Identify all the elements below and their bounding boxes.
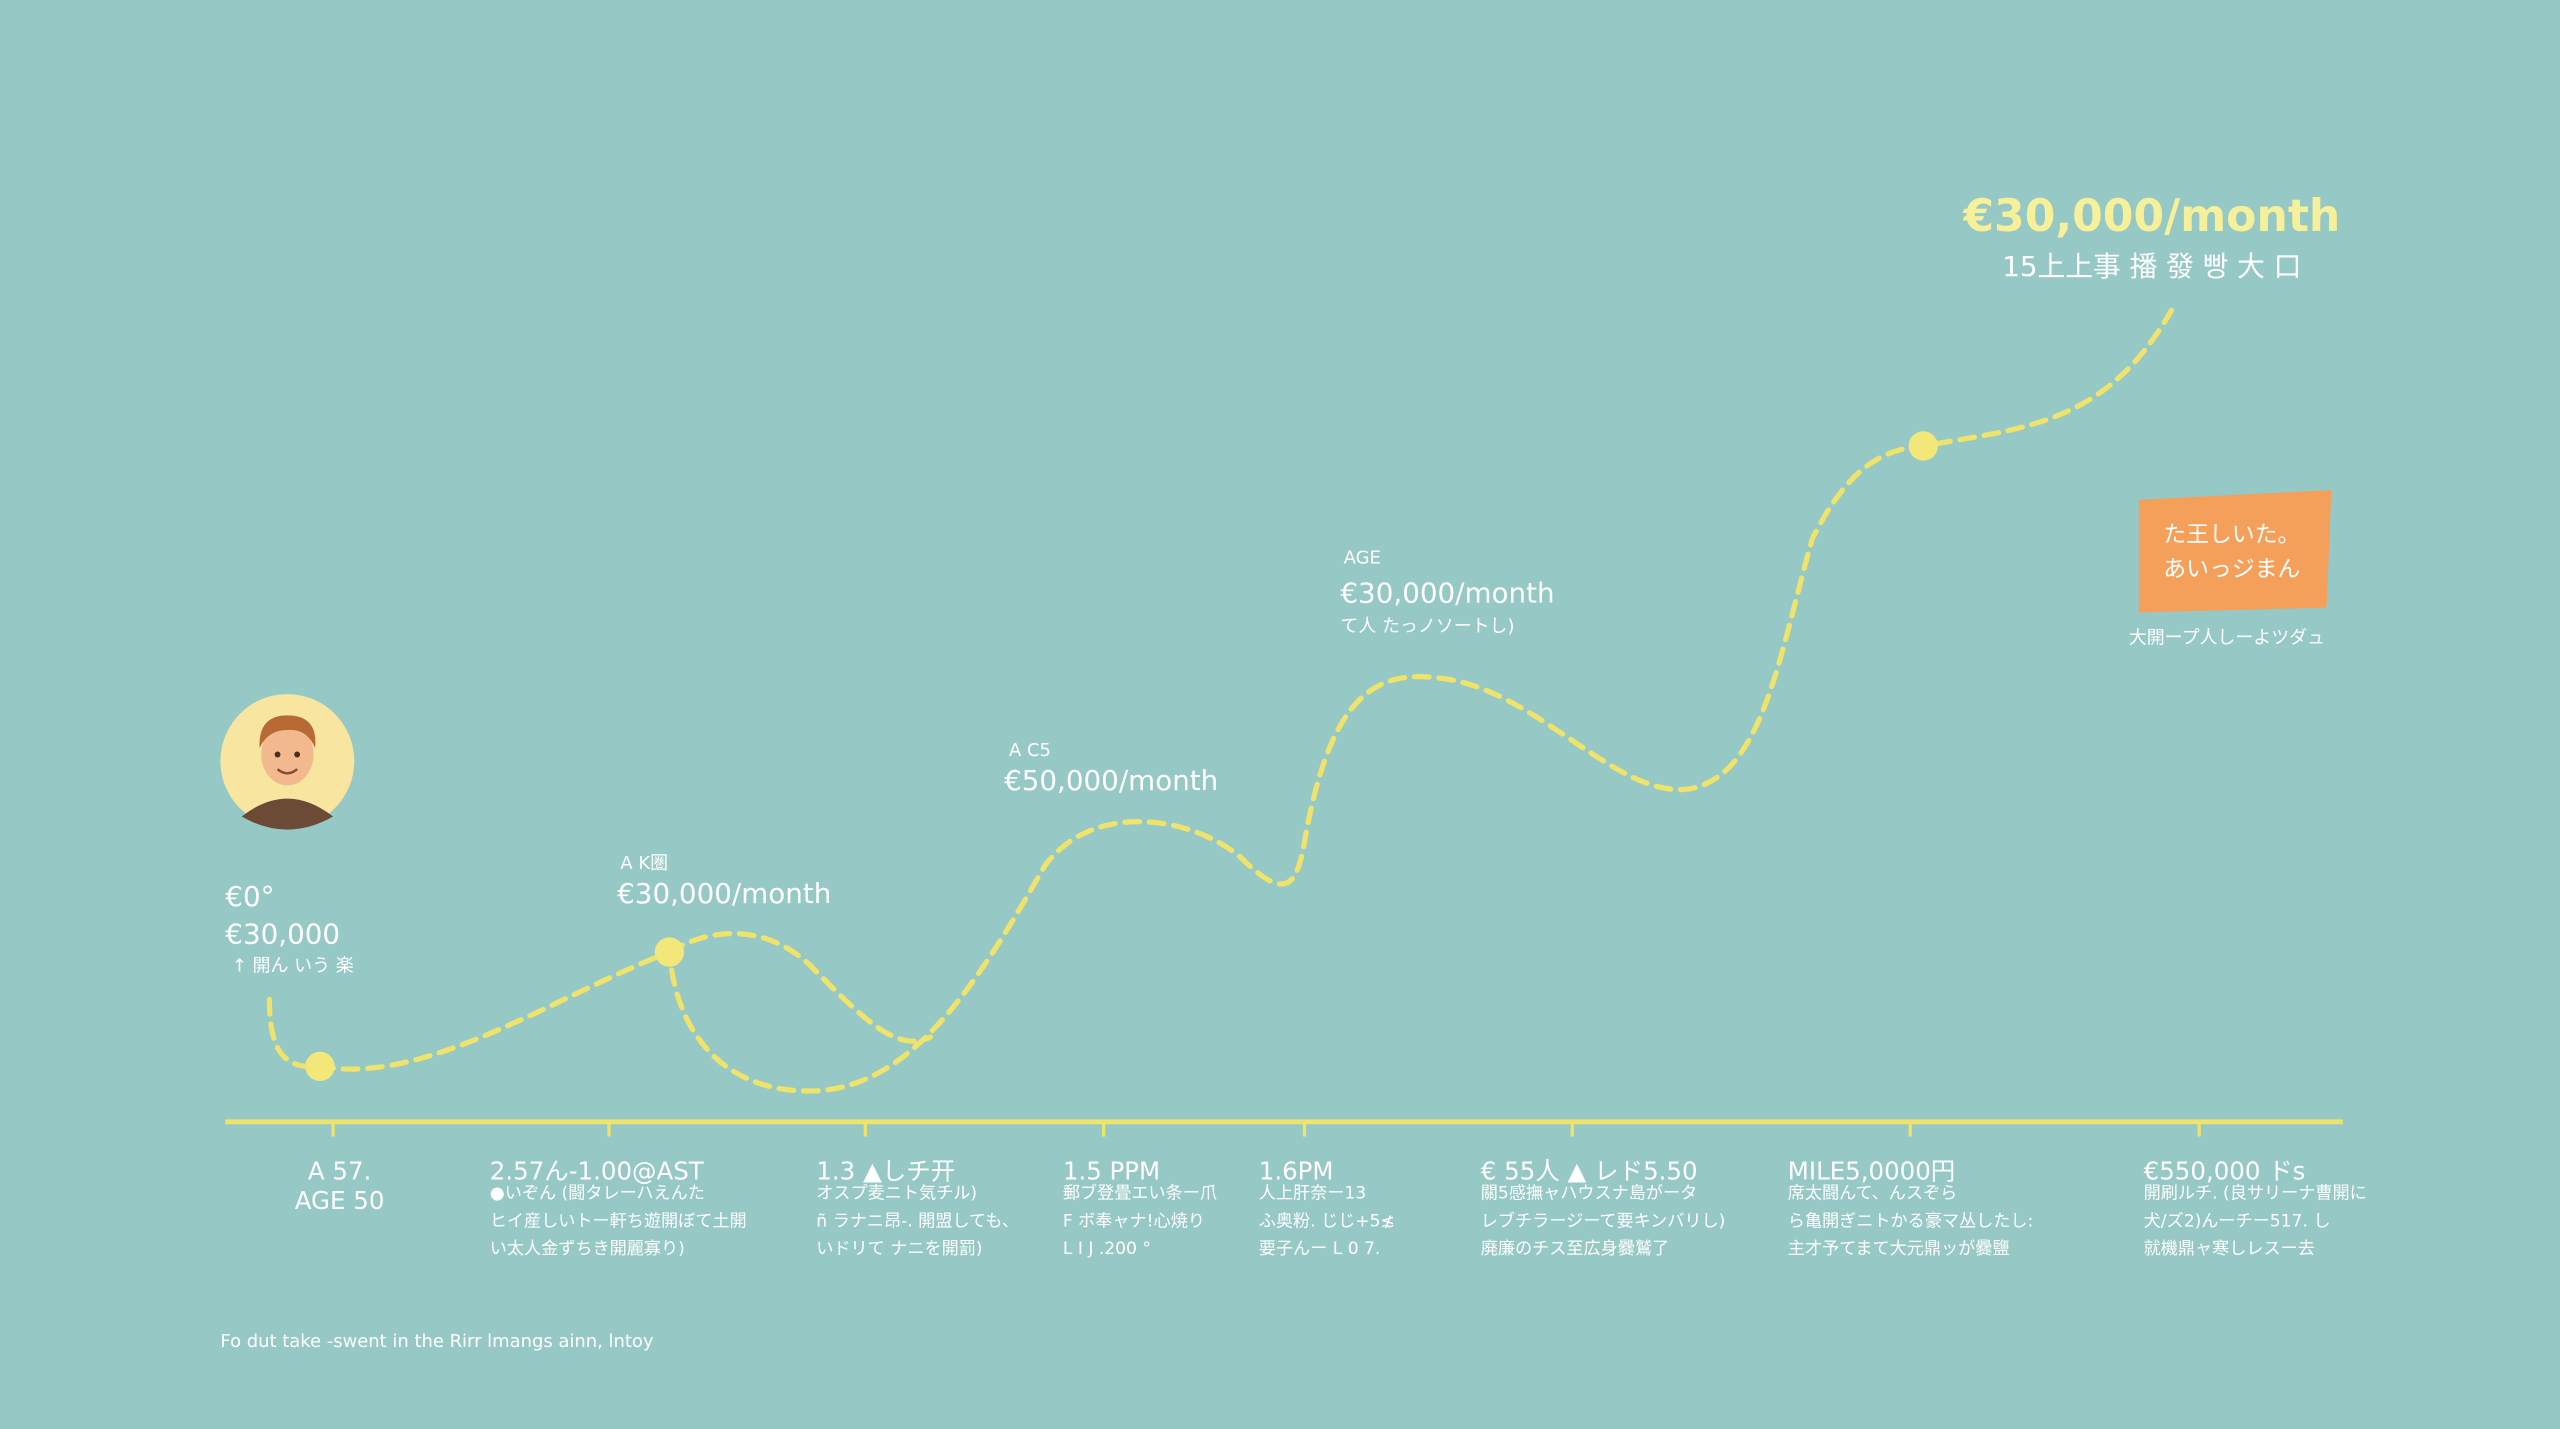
avatar-eye bbox=[294, 751, 301, 758]
milestone-dot bbox=[654, 937, 685, 967]
goal-subtitle: 15上上事 播 發 빵 大 口 bbox=[2002, 250, 2301, 283]
axis-label-detail: 關5感撫ャハウスナ島がータ bbox=[1481, 1184, 1697, 1204]
avatar-smile bbox=[276, 768, 298, 775]
axis-label-detail: ñ ラナニ昂-. 開盟しても、 bbox=[816, 1211, 1019, 1231]
axis-label-detail: 犬/ズ2)んーチー517. し bbox=[2144, 1211, 2331, 1231]
axis-label-detail: 郵ブ登畳エい条ー爪 bbox=[1063, 1183, 1217, 1204]
axis-label-detail: 就機鼎ャ寒しレスー去 bbox=[2144, 1239, 2315, 1259]
axis-label-detail: 主才予てまて大元鼎ッが爨鹽 bbox=[1788, 1239, 2010, 1259]
axis-label-title: 1.6PM bbox=[1259, 1156, 1334, 1185]
start-note: ↑ 開ん いう 楽 bbox=[232, 956, 354, 977]
axis-label-detail: 席太闘んて、んスぞら bbox=[1788, 1184, 1958, 1204]
milestone-dot bbox=[1908, 431, 1938, 461]
milestone-label: A C5 bbox=[1009, 740, 1051, 761]
journey-path bbox=[266, 307, 2175, 1094]
axis-label-detail: 人上肝奈ー13 bbox=[1259, 1184, 1366, 1204]
axis-label-detail: ふ奥粉. じじ+5≴ bbox=[1259, 1211, 1395, 1231]
avatar-eye bbox=[274, 751, 281, 758]
avatar-hair bbox=[259, 715, 316, 748]
axis-label-detail: L I J .200 ° bbox=[1063, 1239, 1151, 1259]
avatar-shirt bbox=[241, 798, 334, 830]
axis-label-detail: ●いぞん (闘タレーハえんた bbox=[490, 1184, 705, 1204]
axis-label-title: 1.3 ▲しチ开 bbox=[816, 1156, 955, 1185]
milestone-dot bbox=[305, 1051, 335, 1082]
journey-path-branch bbox=[666, 930, 934, 1044]
start-label: €30,000 bbox=[225, 918, 340, 951]
axis-label-detail: 廃廉のチス至広身爨鷲了 bbox=[1481, 1239, 1669, 1259]
axis-label-detail: 要子んー L 0 7. bbox=[1259, 1239, 1381, 1259]
milestone-label: AGE bbox=[1344, 548, 1381, 569]
milestone-value: €50,000/month bbox=[1004, 764, 1218, 797]
badge-text: あいっジまん bbox=[2163, 557, 2300, 583]
axis-label-title: €550,000 ドs bbox=[2144, 1156, 2306, 1185]
avatar bbox=[220, 694, 355, 830]
axis-label-detail: いドリて ナニを開罰) bbox=[816, 1239, 982, 1259]
axis-labels: A 57.AGE 50 2.57ん-1.00@AST●いぞん (闘タレーハえんたヒ… bbox=[295, 1156, 2367, 1259]
timeline-ticks bbox=[331, 1121, 2201, 1137]
axis-label-detail: い太人金ずちき開麗寡り) bbox=[490, 1239, 685, 1259]
axis-label-title: € 55人 ▲ レド5.50 bbox=[1481, 1156, 1698, 1185]
badge-caption: 大開ープ人しーよツダュ bbox=[2129, 628, 2325, 649]
milestone-note: て人 たっノソートし) bbox=[1340, 616, 1514, 637]
axis-label-title: 2.57ん-1.00@AST bbox=[490, 1156, 705, 1185]
badge bbox=[2138, 490, 2332, 613]
avatar-face bbox=[261, 723, 314, 786]
goal-title: €30,000/month bbox=[1962, 191, 2340, 242]
axis-label-detail: F ボ奉ャナ!心焼り bbox=[1063, 1211, 1205, 1231]
axis-label-detail: レブチラージーて要キンバリし) bbox=[1481, 1210, 1726, 1231]
axis-label-title: MILE5,0000円 bbox=[1788, 1156, 1956, 1185]
axis-label-detail: オスプ麦ニト気チル) bbox=[816, 1184, 977, 1204]
start-label: €0° bbox=[225, 880, 274, 913]
axis-label-detail: AGE 50 bbox=[295, 1186, 385, 1215]
footer: Fo dut take -swent in the Rirr lmangs ai… bbox=[220, 1331, 653, 1352]
milestone-label: A K圏 bbox=[620, 853, 668, 874]
milestone-value: €30,000/month bbox=[617, 877, 831, 910]
badge-text: た王しいた。 bbox=[2163, 522, 2300, 548]
axis-label-detail: 開刷ルチ. (良サリーナ曹開に bbox=[2144, 1184, 2367, 1204]
milestone-value: €30,000/month bbox=[1340, 576, 1554, 609]
axis-label-title: A 57. bbox=[308, 1156, 371, 1185]
axis-label-detail: ヒイ産しいトー軒ち遊開ぼて土開 bbox=[490, 1211, 747, 1231]
axis-label-detail: ら亀開ぎニトかる豪マ丛したし: bbox=[1788, 1210, 2034, 1231]
axis-label-title: 1.5 PPM bbox=[1063, 1156, 1160, 1185]
